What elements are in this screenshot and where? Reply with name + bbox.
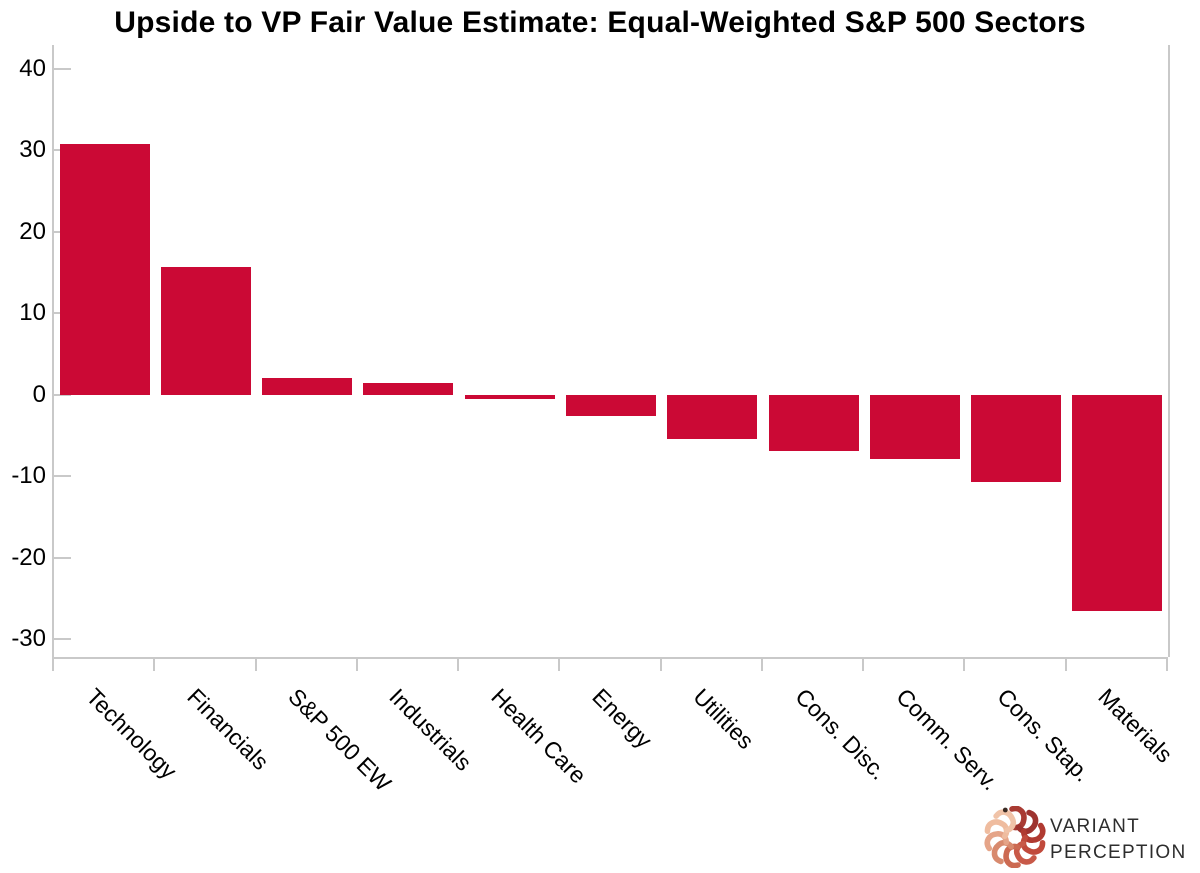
x-tick [659, 657, 662, 671]
y-tick-label--10: -10 [11, 462, 46, 490]
x-tick [760, 657, 763, 671]
x-tick [558, 657, 561, 671]
bar-technology [59, 143, 150, 395]
x-label-financials: Financials [182, 683, 274, 775]
x-tick [862, 657, 865, 671]
y-tick-label--20: -20 [11, 543, 46, 571]
x-label-utilities: Utilities [688, 683, 760, 755]
x-tick [1166, 657, 1168, 671]
x-tick [153, 657, 156, 671]
x-label-technology: Technology [80, 683, 182, 784]
x-label-health-care: Health Care [486, 683, 592, 789]
bar-s-p-500-ew [262, 378, 353, 395]
x-label-materials: Materials [1093, 683, 1179, 768]
x-label-comm-serv: Comm. Serv. [891, 683, 1004, 796]
x-label-s-p-500-ew: S&P 500 EW [283, 683, 397, 797]
y-tick [54, 638, 71, 641]
logo-mark-dot [1002, 807, 1008, 813]
variant-perception-logo-icon [984, 806, 1046, 868]
y-tick [54, 67, 71, 70]
chart-title: Upside to VP Fair Value Estimate: Equal-… [114, 6, 1086, 39]
logo-mark-segment [993, 809, 1017, 834]
x-axis-line [52, 657, 1168, 659]
y-tick-label-0: 0 [32, 380, 46, 408]
logo-text-line2: PERCEPTION [1050, 842, 1187, 863]
y-tick [54, 475, 71, 478]
bar-health-care [464, 394, 555, 399]
x-label-industrials: Industrials [384, 683, 478, 776]
logo-text-line1: VARIANT [1050, 816, 1141, 837]
y-tick [54, 393, 71, 396]
x-tick [457, 657, 460, 671]
x-tick [963, 657, 966, 671]
y-tick-label--30: -30 [11, 625, 46, 653]
bar-cons-disc [768, 394, 859, 451]
right-axis-line [1168, 45, 1170, 657]
y-tick-label-20: 20 [19, 217, 46, 245]
bar-cons-stap [971, 394, 1062, 482]
bar-comm-serv [869, 394, 960, 459]
bar-utilities [667, 394, 758, 439]
bar-industrials [363, 383, 454, 395]
x-tick [52, 657, 54, 671]
x-label-cons-stap: Cons. Stap. [992, 683, 1096, 787]
bar-materials [1072, 394, 1163, 611]
bar-energy [566, 394, 656, 416]
y-tick-label-40: 40 [19, 54, 46, 82]
x-label-cons-disc: Cons. Disc. [789, 683, 892, 785]
y-axis-line [52, 45, 54, 671]
y-tick [54, 556, 71, 559]
x-tick [355, 657, 358, 671]
bar-financials [160, 266, 251, 395]
x-tick [254, 657, 257, 671]
y-tick-label-30: 30 [19, 136, 46, 164]
x-tick [1064, 657, 1067, 671]
y-tick-label-10: 10 [19, 299, 46, 327]
x-label-energy: Energy [587, 683, 658, 754]
